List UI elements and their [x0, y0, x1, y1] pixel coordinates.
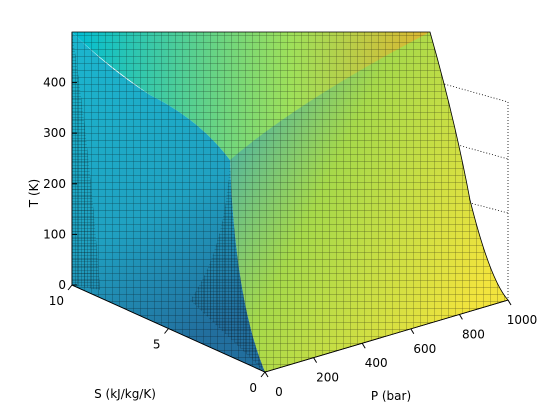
surface-mesh: [72, 32, 508, 372]
surface: [71, 31, 509, 373]
z-tick-label: 200: [43, 177, 66, 191]
x-tick-label: 600: [413, 342, 436, 356]
x-tick-label: 400: [365, 356, 388, 370]
y-tick: [67, 284, 73, 291]
x-tick: [361, 342, 366, 349]
x-tick: [410, 328, 415, 335]
x-tick-label: 1000: [507, 313, 538, 327]
y-tick-label: 0: [249, 381, 257, 395]
surface-dense-mesh: [72, 32, 265, 372]
y-tick-label: 10: [49, 294, 64, 308]
x-tick-label: 200: [316, 371, 339, 385]
z-tick-label: 100: [43, 227, 66, 241]
x-tick: [507, 299, 512, 306]
z-tick-label: 400: [43, 76, 66, 90]
z-tick-labels: 0 100 200 300 400: [43, 76, 66, 292]
z-tick-label: 0: [58, 278, 66, 292]
back-box-dotted: [429, 79, 509, 300]
z-tick-label: 300: [43, 126, 66, 140]
y-tick: [164, 328, 169, 334]
y-tick: [260, 371, 266, 378]
ticks: [67, 82, 512, 378]
y-tick-label: 5: [153, 338, 161, 352]
x-tick: [313, 357, 318, 363]
x-tick: [458, 314, 463, 320]
surface-outline: [71, 31, 509, 373]
z-axis-title: T (K): [27, 179, 41, 208]
x-tick-label: 0: [275, 385, 283, 399]
x-tick: [264, 371, 269, 378]
y-tick-labels: 0 5 10: [49, 294, 257, 395]
x-tick-labels: 0 200 400 600 800 1000: [275, 313, 537, 399]
y-axis-title: S (kJ/kg/K): [94, 387, 156, 401]
x-tick-label: 800: [462, 327, 485, 341]
x-axis-title: P (bar): [371, 389, 411, 403]
